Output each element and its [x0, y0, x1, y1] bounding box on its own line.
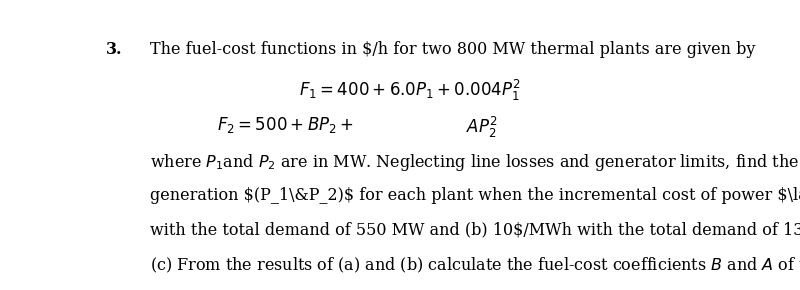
Text: generation $(P_1\&P_2)$ for each plant when the incremental cost of power $\lamb: generation $(P_1\&P_2)$ for each plant w… [150, 187, 800, 204]
Text: 3.: 3. [106, 41, 122, 59]
Text: (c) From the results of (a) and (b) calculate the fuel-cost coefficients $B$ and: (c) From the results of (a) and (b) calc… [150, 256, 800, 275]
Text: where $P_1$and $P_2$ are in MW. Neglecting line losses and generator limits, fin: where $P_1$and $P_2$ are in MW. Neglecti… [150, 152, 800, 173]
Text: The fuel-cost functions in $/h for two 800 MW thermal plants are given by: The fuel-cost functions in $/h for two 8… [150, 41, 755, 59]
Text: $F_2 = 500 + BP_2 +$: $F_2 = 500 + BP_2 +$ [218, 115, 354, 135]
Text: with the total demand of 550 MW and (b) 10$/MWh with the total demand of 1300 MW: with the total demand of 550 MW and (b) … [150, 221, 800, 238]
Text: $F_1 = 400 + 6.0P_1 + 0.004P_1^2$: $F_1 = 400 + 6.0P_1 + 0.004P_1^2$ [299, 78, 521, 104]
Text: $AP_2^2$: $AP_2^2$ [466, 115, 498, 140]
